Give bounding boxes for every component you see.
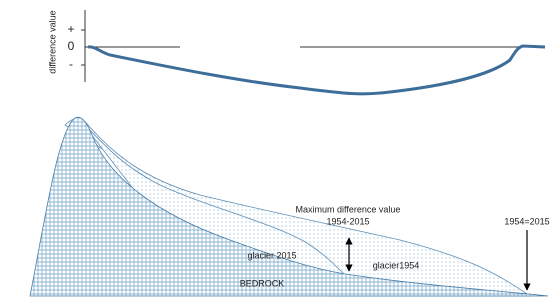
annotation: 1954-2015 bbox=[326, 216, 369, 226]
tick-label: + bbox=[67, 22, 74, 36]
diagram: + 0 - difference value Maximum differenc… bbox=[0, 0, 554, 301]
annotation: 1954=2015 bbox=[504, 216, 549, 226]
difference-plot: + 0 - difference value bbox=[47, 10, 545, 94]
axis-label: difference value bbox=[47, 10, 57, 73]
tick-label: - bbox=[69, 57, 73, 71]
cross-section bbox=[30, 117, 548, 296]
annotation: Maximum difference value bbox=[296, 204, 401, 214]
tick-label: 0 bbox=[68, 39, 75, 53]
label: glacier1954 bbox=[373, 260, 420, 270]
label: BEDROCK bbox=[240, 278, 285, 288]
difference-curve bbox=[88, 46, 545, 94]
label: glacier 2015 bbox=[247, 250, 296, 260]
